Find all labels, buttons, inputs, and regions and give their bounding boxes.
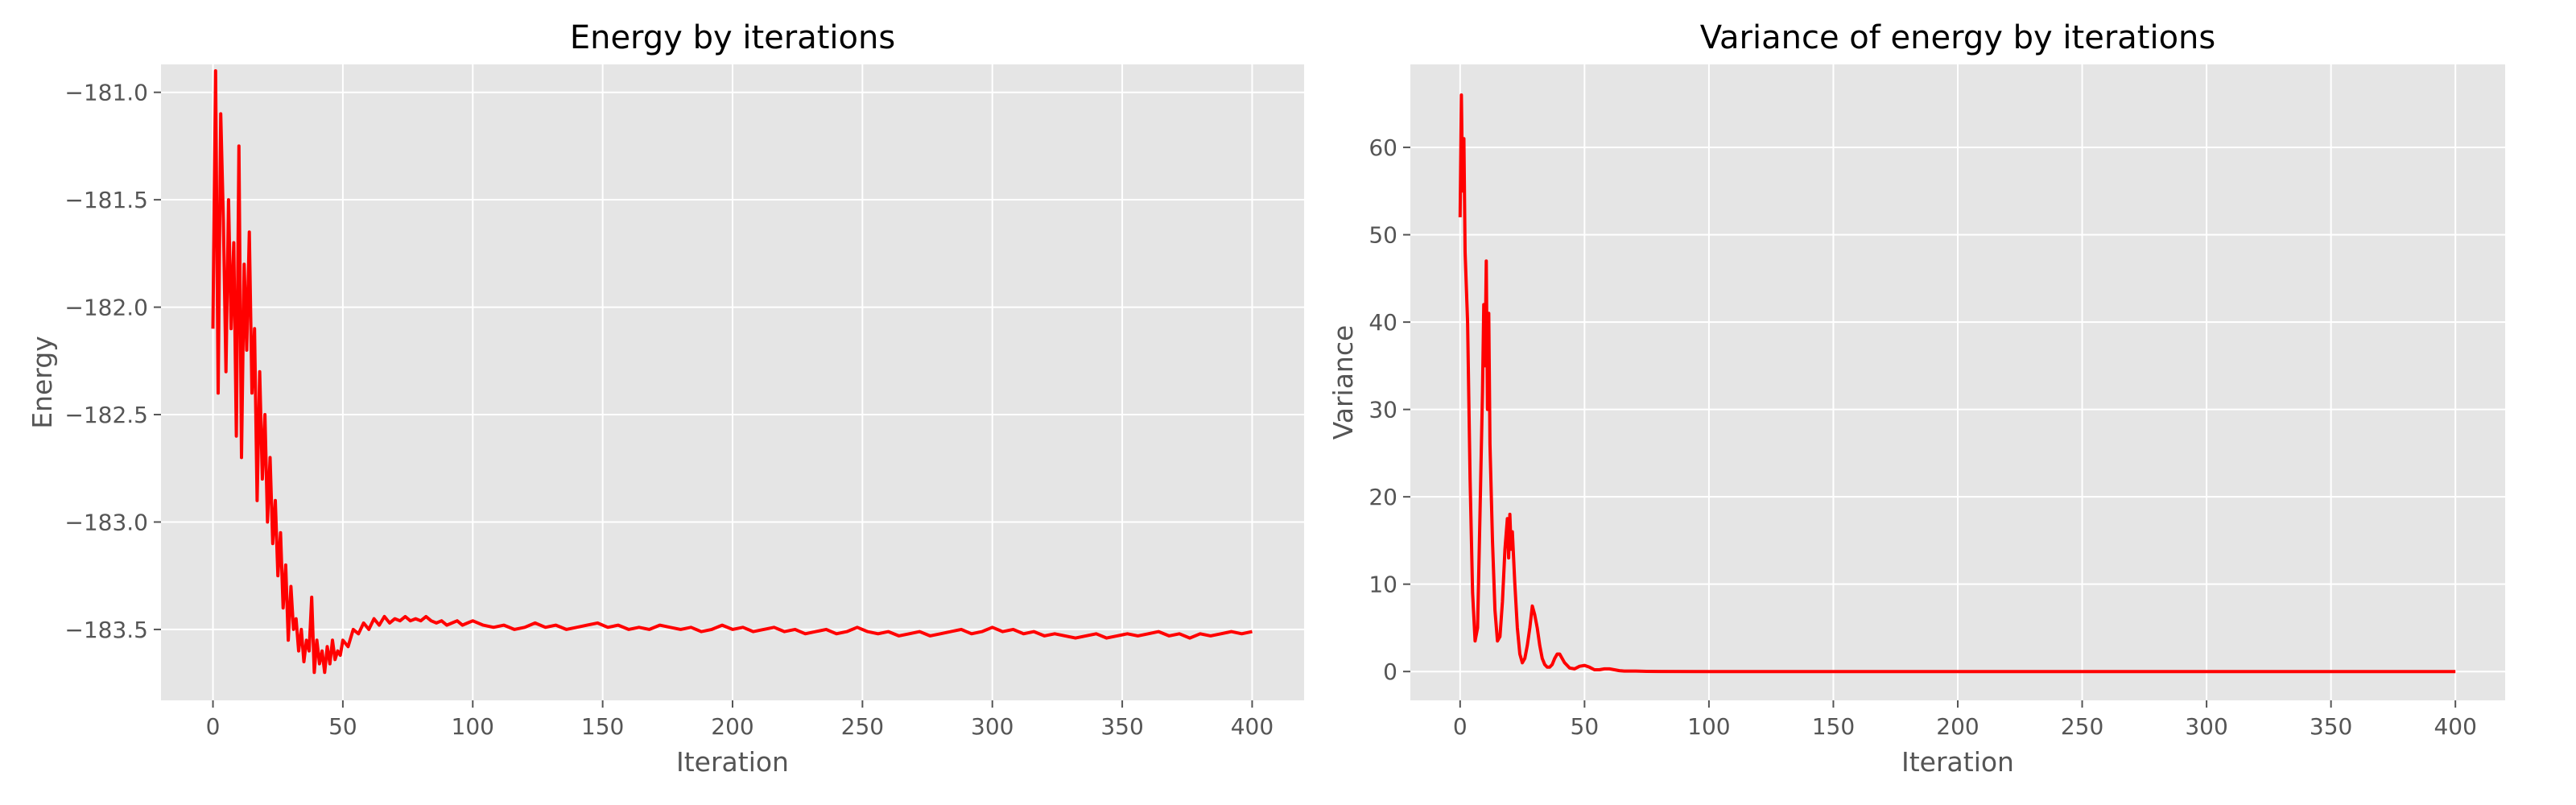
y-tick-label: −183.5 [64, 617, 148, 643]
series-line [211, 69, 1253, 675]
y-axis-label: Energy [27, 336, 58, 429]
x-tick-label: 300 [971, 713, 1013, 740]
chart-title: Variance of energy by iterations [1700, 19, 2215, 56]
x-axis-label: Iteration [1901, 746, 2014, 778]
x-tick-label: 150 [581, 713, 624, 740]
y-tick-label: −181.0 [64, 80, 148, 106]
x-tick-label: 0 [206, 713, 221, 740]
y-tick-label: 20 [1368, 484, 1397, 510]
y-tick-label: 10 [1368, 572, 1397, 598]
x-tick-label: 100 [1687, 713, 1730, 740]
x-tick-label: 50 [1571, 713, 1600, 740]
y-tick-label: 50 [1368, 222, 1397, 249]
x-tick-label: 0 [1453, 713, 1468, 740]
x-tick-label: 400 [2434, 713, 2476, 740]
x-tick-label: 250 [2061, 713, 2103, 740]
x-tick-label: 400 [1231, 713, 1274, 740]
y-tick-label: 0 [1383, 658, 1397, 685]
y-tick-label: 40 [1368, 309, 1397, 336]
x-tick-label: 250 [841, 713, 884, 740]
x-tick-label: 200 [711, 713, 753, 740]
x-axis-label: Iteration [676, 746, 789, 778]
y-tick-label: 60 [1368, 134, 1397, 161]
x-tick-label: 350 [1100, 713, 1143, 740]
x-tick-label: 50 [328, 713, 357, 740]
energy-chart: 0 50 100 150 200 250 300 350 400 −183.5 −183.0 −182… [27, 19, 1304, 778]
variance-chart: 0 50 100 150 200 250 300 350 400 0 10 20 30 40 50 60 Var… [1327, 19, 2505, 778]
y-tick-label: −182.5 [64, 402, 148, 428]
y-axis-label: Variance [1327, 325, 1359, 440]
chart-title: Energy by iterations [570, 19, 895, 56]
x-tick-label: 100 [452, 713, 494, 740]
y-tick-label: −183.0 [64, 509, 148, 535]
x-tick-label: 300 [2185, 713, 2227, 740]
y-tick-label: 30 [1368, 397, 1397, 423]
y-tick-label: −182.0 [64, 295, 148, 321]
y-tick-label: −181.5 [64, 187, 148, 213]
x-tick-label: 150 [1812, 713, 1855, 740]
series-line [1458, 93, 2456, 674]
x-tick-label: 350 [2310, 713, 2352, 740]
x-tick-label: 200 [1936, 713, 1979, 740]
